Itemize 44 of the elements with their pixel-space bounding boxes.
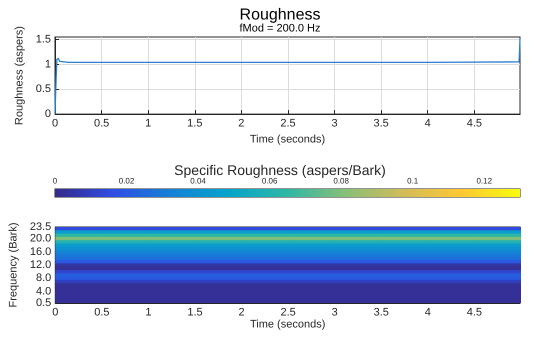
color-bar-label: 0.04 (190, 176, 206, 186)
x-tick-label: 2 (238, 118, 244, 130)
x-tick-label: 0.5 (94, 306, 110, 318)
color-bar-label: 0.08 (333, 176, 350, 186)
y-tick-label: 12.0 (30, 259, 52, 271)
x-tick-label: 2.5 (280, 306, 296, 318)
x-tick-label: 3.5 (374, 118, 389, 130)
x-tick-label: 0.5 (94, 118, 110, 130)
y-tick-label: 16.0 (30, 246, 52, 258)
y-tick-label: 0 (44, 108, 51, 120)
x-tick-label: 2.5 (280, 118, 296, 130)
y-tick-label: 23.5 (30, 221, 52, 233)
x-tick-label: 3.5 (374, 306, 389, 318)
x-tick-label: 4 (424, 118, 431, 130)
x-axis-title: Time (seconds) (250, 134, 326, 146)
y-tick-label: 0.5 (36, 83, 51, 96)
x-tick-label: 4.5 (466, 118, 482, 130)
y-tick-label: 8.0 (36, 272, 52, 284)
color-bar-label: 0.02 (118, 176, 135, 186)
line-series (54, 38, 521, 115)
y-axis-title: Frequency (Bark) (8, 222, 20, 308)
x-tick-label: 1 (145, 306, 152, 318)
y-tick-label: 1 (44, 58, 51, 70)
x-tick-label: 1.5 (187, 118, 202, 130)
x-axis-title: Time (seconds) (250, 318, 326, 330)
x-tick-label: 3 (331, 118, 338, 130)
color-bar-title: Specific Roughness (aspers/Bark) (174, 162, 386, 178)
x-tick-label: 3 (332, 306, 338, 318)
y-tick-label: 0.5 (36, 297, 52, 309)
x-tick-label: 1.5 (187, 306, 203, 318)
x-tick-label: 4.5 (466, 306, 482, 318)
chart-title: Roughness (240, 6, 320, 24)
color-bar-label: 0.06 (262, 176, 278, 186)
x-tick-label: 4 (424, 306, 431, 318)
x-tick-label: 2 (238, 306, 245, 318)
y-axis-title: Roughness (aspers) (13, 26, 26, 126)
y-tick-label: 1.5 (36, 33, 51, 46)
y-tick-label: 20.0 (30, 232, 52, 245)
chart-subtitle: fMod = 200.0 Hz (239, 22, 321, 34)
x-tick-label: 1 (145, 118, 152, 130)
color-bar-label: 0.1 (407, 176, 419, 186)
color-bar-label: 0.12 (476, 176, 493, 186)
y-tick-label: 4.0 (36, 285, 52, 298)
color-bar-label: 0 (52, 176, 58, 186)
